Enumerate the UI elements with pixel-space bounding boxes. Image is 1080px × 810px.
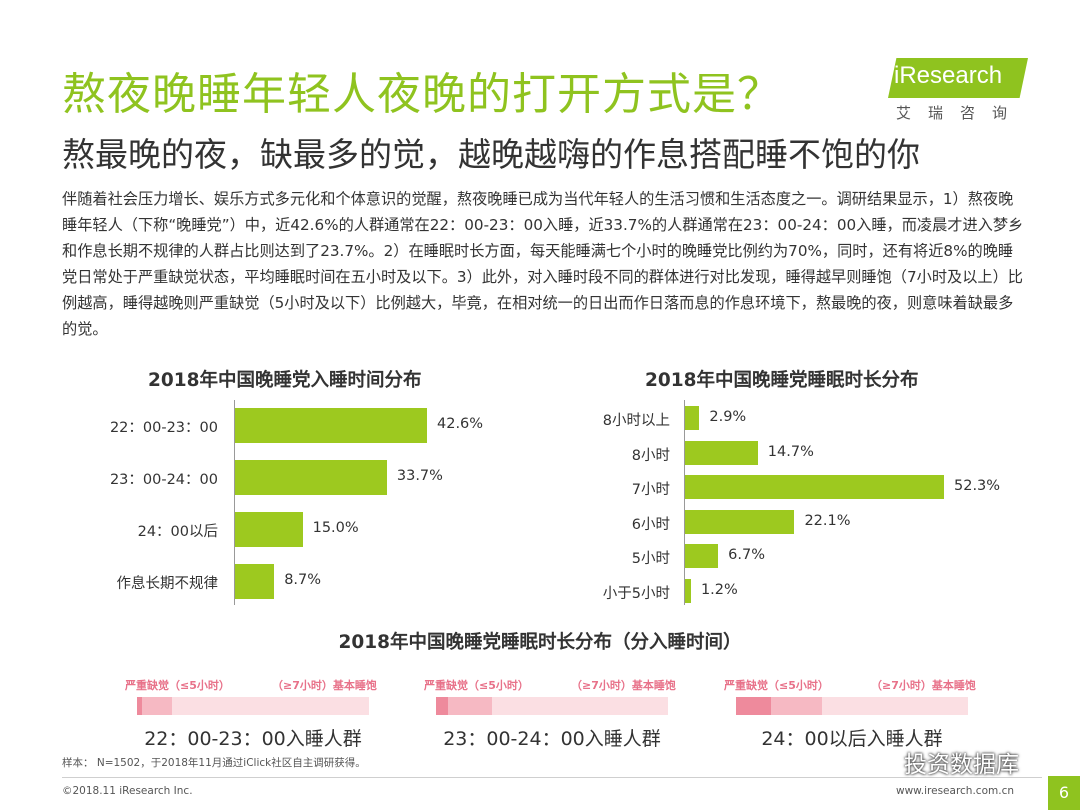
chart2-category-label: 6小时 xyxy=(631,516,670,533)
chart2-category-label: 8小时以上 xyxy=(602,413,670,429)
chart2-value-label: 2.9% xyxy=(709,409,747,425)
chart2-bar xyxy=(685,440,758,465)
chart2-bar xyxy=(685,578,691,603)
chart2-value-label: 14.7% xyxy=(767,443,814,460)
group-label: 24：00以后入睡人群 xyxy=(761,728,943,750)
chart1-bar xyxy=(235,408,427,443)
chart2-axis xyxy=(684,400,685,605)
segment-mid xyxy=(141,697,172,715)
chart1-category-label: 22：00-23：00 xyxy=(109,420,218,436)
website-link: www.iresearch.com.cn xyxy=(895,785,1014,797)
page-subtitle: 熬最晚的夜，缺最多的觉，越晚越嗨的作息搭配睡不饱的你 xyxy=(62,135,920,174)
legend-full-label: （≥7小时）基本睡饱 xyxy=(571,679,676,692)
chart2-title: 2018年中国晚睡党睡眠时长分布 xyxy=(645,370,919,391)
legend-severe-label: 严重缺觉（≤5小时） xyxy=(724,679,829,692)
page-title: 熬夜晚睡年轻人夜晚的打开方式是？ xyxy=(62,69,782,120)
chart1-bar xyxy=(235,512,303,547)
legend-full-label: （≥7小时）基本睡饱 xyxy=(871,679,976,692)
chart2-category-label: 小于5小时 xyxy=(602,585,670,602)
chart1-value-label: 15.0% xyxy=(312,520,359,536)
chart2-category-label: 8小时 xyxy=(631,447,670,464)
chart1-bar xyxy=(235,564,275,599)
chart1-title: 2018年中国晚睡党入睡时间分布 xyxy=(148,370,422,391)
chart2-category-label: 7小时 xyxy=(631,482,670,498)
sample-note: 样本： N=1502，于2018年11月通过iClick社区自主调研获得。 xyxy=(62,757,366,769)
copyright: ©2018.11 iResearch Inc. xyxy=(62,785,193,797)
segment-mid xyxy=(447,697,492,715)
segment-severe xyxy=(736,697,771,715)
chart2-value-label: 22.1% xyxy=(804,512,851,529)
chart1-axis xyxy=(234,400,235,605)
group-label: 22：00-23：00入睡人群 xyxy=(144,728,362,750)
logo-brand: iResearch xyxy=(894,62,1003,89)
stacked-bar xyxy=(736,697,968,715)
chart1-category-label: 作息长期不规律 xyxy=(116,576,219,592)
wechat-icon xyxy=(868,749,897,771)
chart1-category-label: 23：00-24：00 xyxy=(109,472,218,488)
legend-severe-label: 严重缺觉（≤5小时） xyxy=(424,679,529,692)
group-label: 23：00-24：00入睡人群 xyxy=(443,728,661,750)
chart2-value-label: 1.2% xyxy=(700,581,738,598)
stacked-bar xyxy=(137,697,369,715)
chart1-value-label: 8.7% xyxy=(284,572,322,588)
stacked-bar xyxy=(436,697,668,715)
segment-mid xyxy=(770,697,822,715)
summary-paragraph: 伴随着社会压力增长、娱乐方式多元化和个体意识的觉醒，熬夜晚睡已成为当代年轻人的生… xyxy=(62,190,1024,338)
segment-severe xyxy=(436,697,448,715)
watermark-text: 投资数据库 xyxy=(904,752,1019,778)
chart3-title: 2018年中国晚睡党睡眠时长分布（分入睡时间） xyxy=(338,632,742,653)
chart1-category-label: 24：00以后 xyxy=(137,524,218,540)
footer-divider xyxy=(62,777,1042,778)
chart2-value-label: 6.7% xyxy=(728,547,766,563)
chart2-category-label: 5小时 xyxy=(631,551,670,567)
segment-severe xyxy=(137,697,142,715)
chart1-bar xyxy=(235,460,387,495)
chart2-value-label: 52.3% xyxy=(954,478,1001,494)
legend-full-label: （≥7小时）基本睡饱 xyxy=(272,679,377,692)
page-number: 6 xyxy=(1048,776,1080,810)
chart2-bar xyxy=(685,475,944,499)
logo-banner xyxy=(888,58,1028,98)
chart2-bar xyxy=(685,544,719,568)
logo-cn-name: 艾瑞咨询 xyxy=(896,104,1025,122)
chart1-value-label: 42.6% xyxy=(437,416,484,432)
chart2-bar xyxy=(685,509,795,534)
chart2-bar xyxy=(685,406,700,430)
legend-severe-label: 严重缺觉（≤5小时） xyxy=(125,679,230,692)
chart1-value-label: 33.7% xyxy=(396,468,443,484)
iresearch-logo: iResearch 艾瑞咨询 xyxy=(888,58,1028,124)
